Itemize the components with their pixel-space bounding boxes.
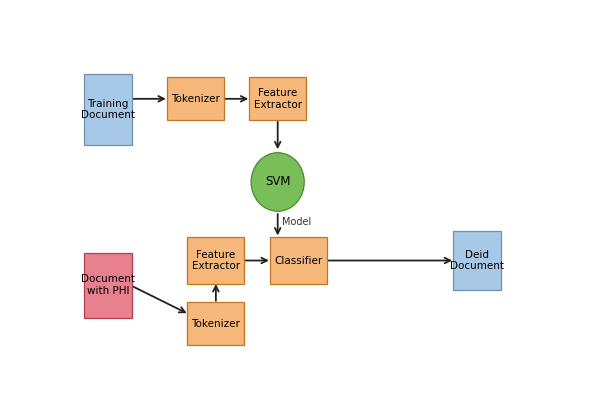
Text: Tokenizer: Tokenizer	[171, 94, 220, 104]
Ellipse shape	[251, 153, 304, 211]
FancyBboxPatch shape	[84, 253, 132, 318]
Text: Classifier: Classifier	[274, 256, 323, 266]
Text: SVM: SVM	[265, 176, 290, 188]
FancyBboxPatch shape	[187, 302, 245, 345]
FancyBboxPatch shape	[453, 231, 501, 290]
Text: Feature
Extractor: Feature Extractor	[192, 250, 240, 271]
FancyBboxPatch shape	[187, 238, 245, 284]
Text: Model: Model	[282, 217, 311, 227]
FancyBboxPatch shape	[269, 238, 327, 284]
Text: Feature
Extractor: Feature Extractor	[254, 88, 302, 110]
Text: Document
with PHI: Document with PHI	[81, 274, 135, 296]
Text: Tokenizer: Tokenizer	[191, 319, 241, 329]
Text: Training
Document: Training Document	[81, 99, 135, 120]
FancyBboxPatch shape	[167, 77, 224, 120]
Text: Deid
Document: Deid Document	[450, 250, 504, 271]
FancyBboxPatch shape	[249, 77, 306, 120]
FancyBboxPatch shape	[84, 74, 132, 145]
